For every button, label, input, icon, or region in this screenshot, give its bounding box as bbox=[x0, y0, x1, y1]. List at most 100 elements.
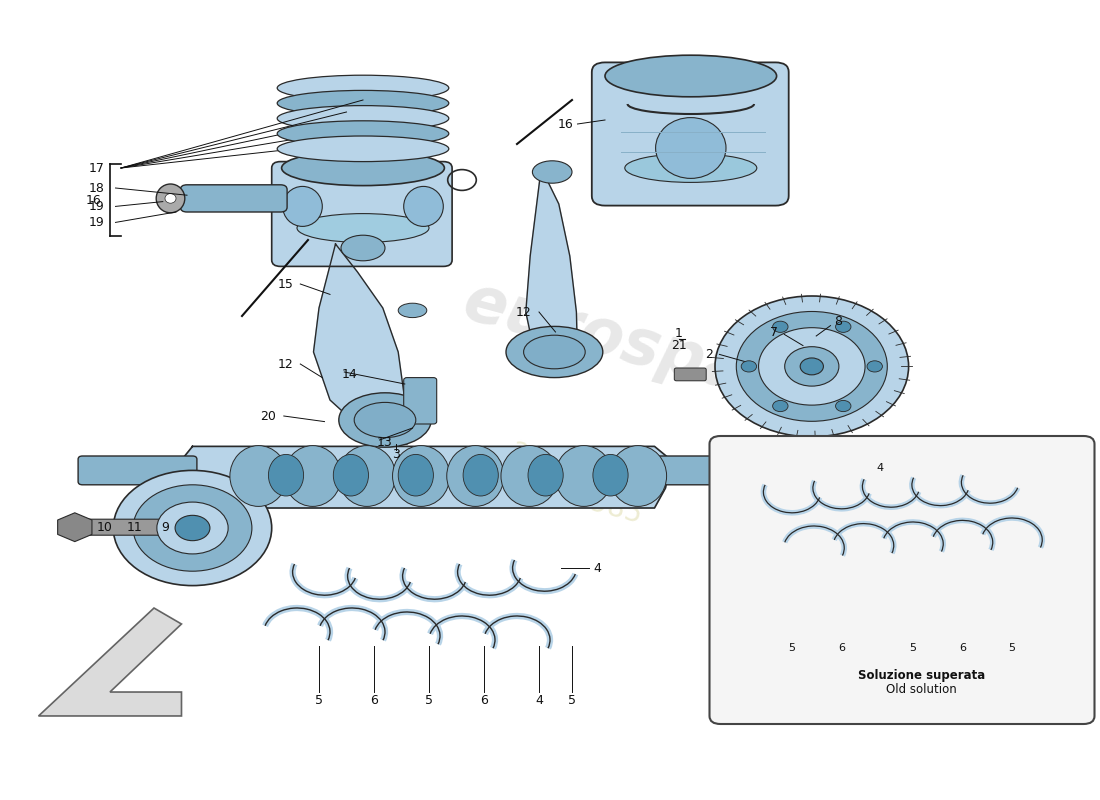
Polygon shape bbox=[39, 608, 182, 716]
Ellipse shape bbox=[165, 194, 176, 203]
Text: eurospares: eurospares bbox=[456, 270, 864, 434]
Ellipse shape bbox=[113, 470, 272, 586]
Text: 19: 19 bbox=[89, 216, 104, 229]
Ellipse shape bbox=[772, 321, 788, 332]
Text: 5: 5 bbox=[1009, 643, 1015, 653]
Text: 21: 21 bbox=[671, 339, 686, 352]
Text: 13: 13 bbox=[377, 436, 393, 449]
Text: 17: 17 bbox=[89, 162, 104, 174]
Ellipse shape bbox=[836, 321, 851, 332]
Text: 18: 18 bbox=[89, 182, 104, 194]
FancyBboxPatch shape bbox=[180, 185, 287, 212]
Ellipse shape bbox=[157, 502, 228, 554]
Ellipse shape bbox=[398, 303, 427, 318]
Text: Old solution: Old solution bbox=[887, 683, 957, 696]
Ellipse shape bbox=[715, 296, 909, 437]
Ellipse shape bbox=[867, 361, 882, 372]
Ellipse shape bbox=[284, 446, 341, 506]
Ellipse shape bbox=[339, 446, 396, 506]
Text: 19: 19 bbox=[89, 200, 104, 213]
Ellipse shape bbox=[447, 446, 504, 506]
Ellipse shape bbox=[341, 235, 385, 261]
Ellipse shape bbox=[500, 446, 558, 506]
Text: 5: 5 bbox=[425, 694, 433, 706]
Text: 11: 11 bbox=[126, 521, 142, 534]
Text: 6: 6 bbox=[480, 694, 488, 706]
FancyBboxPatch shape bbox=[710, 436, 1094, 724]
Ellipse shape bbox=[605, 55, 777, 97]
FancyBboxPatch shape bbox=[77, 519, 194, 535]
Ellipse shape bbox=[506, 326, 603, 378]
Ellipse shape bbox=[268, 454, 304, 496]
Text: 3: 3 bbox=[392, 448, 400, 461]
Ellipse shape bbox=[283, 186, 322, 226]
Text: 10: 10 bbox=[97, 521, 112, 534]
Ellipse shape bbox=[393, 446, 450, 506]
Ellipse shape bbox=[593, 454, 628, 496]
Ellipse shape bbox=[354, 402, 416, 438]
Polygon shape bbox=[526, 168, 578, 374]
FancyBboxPatch shape bbox=[650, 456, 725, 485]
Text: 12: 12 bbox=[516, 306, 531, 318]
Ellipse shape bbox=[463, 454, 498, 496]
FancyBboxPatch shape bbox=[674, 368, 706, 381]
FancyBboxPatch shape bbox=[592, 62, 789, 206]
Ellipse shape bbox=[759, 328, 865, 405]
Text: 16: 16 bbox=[86, 194, 101, 206]
Text: 5: 5 bbox=[568, 694, 576, 706]
Text: 6: 6 bbox=[959, 643, 966, 653]
Text: 14: 14 bbox=[342, 368, 358, 381]
Ellipse shape bbox=[625, 154, 757, 182]
Ellipse shape bbox=[736, 311, 888, 422]
Ellipse shape bbox=[556, 446, 613, 506]
Ellipse shape bbox=[156, 184, 185, 213]
Ellipse shape bbox=[528, 454, 563, 496]
Text: 8: 8 bbox=[834, 315, 843, 328]
Ellipse shape bbox=[277, 106, 449, 131]
Ellipse shape bbox=[656, 118, 726, 178]
Polygon shape bbox=[176, 446, 671, 508]
Text: 7: 7 bbox=[770, 326, 779, 338]
Ellipse shape bbox=[277, 121, 449, 146]
Text: 5: 5 bbox=[315, 694, 323, 706]
Ellipse shape bbox=[277, 90, 449, 116]
Ellipse shape bbox=[282, 150, 444, 186]
Ellipse shape bbox=[836, 401, 851, 412]
Text: Soluzione superata: Soluzione superata bbox=[858, 670, 986, 682]
Ellipse shape bbox=[133, 485, 252, 571]
Text: 2: 2 bbox=[705, 348, 714, 361]
Ellipse shape bbox=[741, 361, 757, 372]
Text: 12: 12 bbox=[278, 358, 294, 370]
Ellipse shape bbox=[297, 214, 429, 242]
Text: 4: 4 bbox=[535, 694, 543, 706]
Ellipse shape bbox=[609, 446, 667, 506]
Text: 9: 9 bbox=[161, 521, 169, 534]
Text: 4: 4 bbox=[593, 562, 602, 574]
Ellipse shape bbox=[532, 161, 572, 183]
Text: 5: 5 bbox=[910, 643, 916, 653]
Text: 20: 20 bbox=[261, 410, 276, 422]
Ellipse shape bbox=[175, 515, 210, 541]
Text: 4: 4 bbox=[877, 463, 883, 473]
Text: 6: 6 bbox=[370, 694, 378, 706]
Ellipse shape bbox=[339, 393, 431, 447]
Polygon shape bbox=[314, 244, 412, 444]
Text: a pioneer
since 1985: a pioneer since 1985 bbox=[491, 431, 653, 529]
Ellipse shape bbox=[800, 358, 824, 375]
Text: 6: 6 bbox=[838, 643, 845, 653]
Text: 1: 1 bbox=[674, 327, 683, 340]
Ellipse shape bbox=[784, 346, 839, 386]
Ellipse shape bbox=[333, 454, 369, 496]
Ellipse shape bbox=[524, 335, 585, 369]
Ellipse shape bbox=[398, 454, 433, 496]
Ellipse shape bbox=[404, 186, 443, 226]
FancyBboxPatch shape bbox=[78, 456, 197, 485]
FancyBboxPatch shape bbox=[404, 378, 437, 424]
Ellipse shape bbox=[772, 401, 788, 412]
Ellipse shape bbox=[277, 75, 449, 101]
Ellipse shape bbox=[230, 446, 287, 506]
Ellipse shape bbox=[277, 136, 449, 162]
FancyBboxPatch shape bbox=[272, 162, 452, 266]
Text: 16: 16 bbox=[558, 118, 573, 130]
Text: 5: 5 bbox=[789, 643, 795, 653]
